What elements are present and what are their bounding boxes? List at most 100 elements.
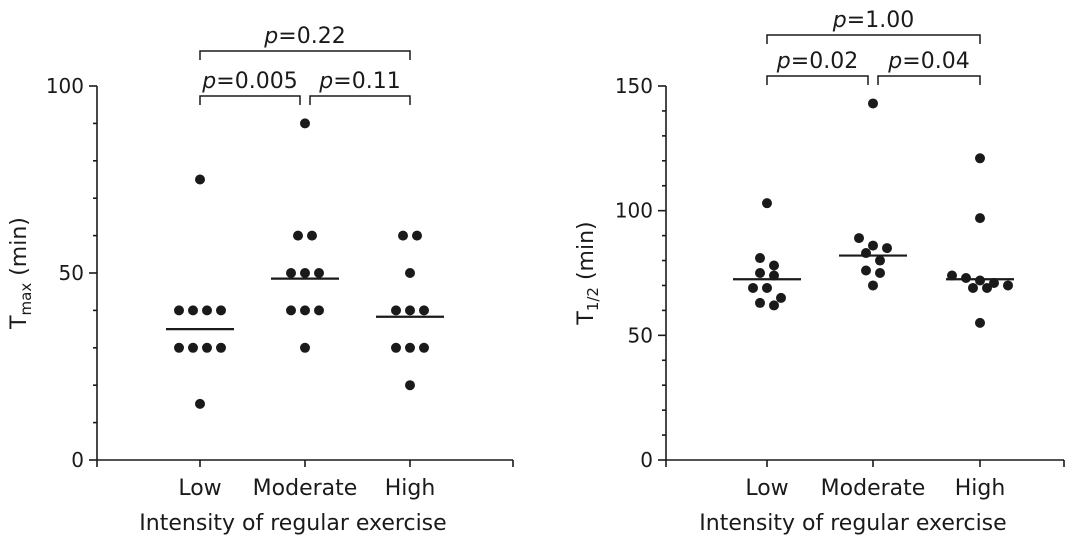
- p-symbol: p: [201, 69, 216, 94]
- p-symbol: p: [776, 49, 791, 74]
- data-point-high: [391, 305, 401, 316]
- data-point-moderate: [300, 342, 310, 353]
- p-value: 0.02: [809, 49, 858, 74]
- data-point-high: [412, 230, 422, 241]
- y-tick-label: 100: [615, 199, 653, 223]
- y-axis-label-main: T: [7, 315, 32, 330]
- data-point-high: [961, 272, 971, 283]
- data-point-moderate: [868, 280, 878, 291]
- p-value-label: p=0.005: [201, 69, 297, 94]
- y-tick-label: 0: [71, 448, 84, 472]
- p-value-label: p=1.00: [832, 8, 914, 33]
- data-point-low: [762, 198, 772, 209]
- p-value-label: p=0.22: [263, 24, 345, 49]
- x-tick-label-high: High: [955, 476, 1006, 501]
- p-value-label: p=0.04: [887, 49, 969, 74]
- p-value: 0.11: [352, 69, 401, 94]
- x-axis-label: Intensity of regular exercise: [139, 511, 446, 535]
- data-point-moderate: [314, 305, 324, 316]
- y-axis-label-unit: (min): [7, 217, 32, 283]
- data-point-low: [174, 342, 184, 353]
- data-point-low: [188, 305, 198, 316]
- data-point-low: [755, 297, 765, 308]
- p-equals: =: [902, 49, 920, 74]
- p-symbol: p: [887, 49, 902, 74]
- data-point-high: [419, 342, 429, 353]
- data-point-moderate: [300, 305, 310, 316]
- x-tick-label-low: Low: [178, 476, 221, 501]
- data-point-moderate: [854, 233, 864, 244]
- data-point-high: [947, 270, 957, 281]
- p-value: 1.00: [865, 8, 914, 33]
- data-point-low: [769, 260, 779, 271]
- data-point-low: [202, 305, 212, 316]
- chart-panel-thalf: 0 50 100 150 Low Moderate High Intensity of reg…: [574, 8, 1065, 535]
- p-value: 0.22: [297, 24, 346, 49]
- data-point-low: [755, 253, 765, 264]
- data-point-moderate: [307, 230, 317, 241]
- data-point-high: [982, 282, 992, 293]
- x-tick-label-high: High: [385, 476, 436, 501]
- significance-bracket: [199, 50, 411, 60]
- data-point-low: [216, 305, 226, 316]
- significance-bracket: [766, 34, 981, 44]
- data-point-high: [405, 268, 415, 278]
- x-axis-label: Intensity of regular exercise: [699, 511, 1006, 535]
- data-point-low: [195, 174, 205, 185]
- data-point-high: [405, 380, 415, 391]
- p-value-label: p=0.02: [776, 49, 858, 74]
- data-point-moderate: [293, 230, 303, 241]
- p-value: 0.04: [921, 49, 970, 74]
- data-point-low: [769, 300, 779, 311]
- x-tick-label-moderate: Moderate: [821, 476, 926, 501]
- p-equals: =: [791, 49, 809, 74]
- data-point-high: [968, 282, 978, 293]
- y-tick-label: 50: [628, 323, 653, 347]
- data-point-moderate: [861, 265, 871, 276]
- data-point-moderate: [314, 268, 324, 278]
- data-point-moderate: [868, 240, 878, 251]
- data-point-high: [398, 230, 408, 241]
- y-axis-label-subscript: max: [17, 283, 35, 316]
- data-point-moderate: [300, 118, 310, 129]
- data-point-high: [391, 342, 401, 353]
- data-point-high: [1003, 280, 1013, 291]
- x-tick-label-low: Low: [745, 476, 788, 501]
- data-point-high: [405, 305, 415, 316]
- p-equals: =: [333, 69, 351, 94]
- p-equals: =: [278, 24, 296, 49]
- y-axis-label: Tmax (min): [7, 217, 35, 330]
- data-point-low: [762, 282, 772, 293]
- data-point-high: [975, 275, 985, 286]
- p-equals: =: [216, 69, 234, 94]
- data-point-low: [216, 342, 226, 353]
- data-point-high: [975, 213, 985, 224]
- significance-bracket: [766, 75, 869, 85]
- x-tick-label-moderate: Moderate: [253, 476, 358, 501]
- data-point-high: [405, 342, 415, 353]
- data-point-moderate: [882, 243, 892, 254]
- data-point-low: [174, 305, 184, 316]
- y-axis-label-unit: (min): [574, 221, 599, 287]
- data-point-high: [989, 277, 999, 288]
- y-tick-label: 150: [615, 74, 653, 98]
- p-value-label: p=0.11: [318, 69, 400, 94]
- p-value: 0.005: [235, 69, 298, 94]
- chart-panel-tmax: 0 50 100 Low Moderate High Intensity of regula…: [7, 24, 514, 535]
- y-tick-label: 50: [59, 261, 84, 285]
- data-point-moderate: [286, 305, 296, 316]
- p-symbol: p: [832, 8, 847, 33]
- significance-bracket: [309, 95, 411, 105]
- y-tick-label: 0: [640, 448, 653, 472]
- data-point-high: [419, 305, 429, 316]
- y-axis-label-main: T: [574, 311, 599, 326]
- data-point-low: [188, 342, 198, 353]
- p-equals: =: [847, 8, 865, 33]
- data-point-low: [776, 292, 786, 303]
- data-point-high: [975, 153, 985, 164]
- data-point-moderate: [300, 268, 310, 278]
- significance-bracket: [877, 75, 981, 85]
- significance-bracket: [199, 95, 301, 105]
- data-point-moderate: [875, 255, 885, 266]
